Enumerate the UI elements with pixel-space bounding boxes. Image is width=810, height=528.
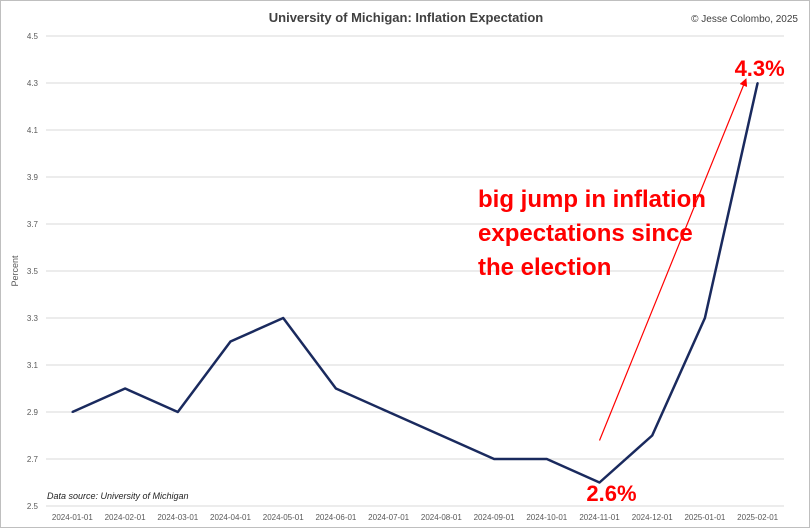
data-point	[651, 434, 654, 437]
x-tick-label: 2024-01-01	[52, 513, 93, 522]
data-point	[756, 82, 759, 84]
series-line	[71, 82, 759, 484]
y-tick-label: 3.1	[27, 361, 39, 370]
callout-text-line: the election	[478, 254, 611, 281]
y-tick-label: 4.1	[27, 126, 39, 135]
data-point	[229, 340, 232, 343]
x-tick-label: 2024-07-01	[368, 513, 409, 522]
x-tick-label: 2024-08-01	[421, 513, 462, 522]
x-tick-label: 2024-06-01	[315, 513, 356, 522]
x-tick-label: 2025-02-01	[737, 513, 778, 522]
x-tick-label: 2024-10-01	[526, 513, 567, 522]
y-tick-label: 3.9	[27, 173, 39, 182]
low-value-label: 2.6%	[586, 481, 636, 506]
data-point	[282, 317, 285, 319]
x-tick-label: 2024-11-01	[579, 513, 620, 522]
x-tick-label: 2024-03-01	[157, 513, 198, 522]
y-tick-label: 3.5	[27, 267, 39, 276]
high-value-label: 4.3%	[735, 56, 785, 81]
x-tick-labels: 2024-01-01 2024-02-01 2024-03-01 2024-04-01…	[52, 513, 779, 522]
x-tick-label: 2025-01-01	[684, 513, 725, 522]
data-point	[703, 317, 706, 319]
chart-title: University of Michigan: Inflation Expect…	[269, 10, 544, 25]
y-tick-label: 3.3	[27, 314, 39, 323]
data-source-label: Data source: University of Michigan	[47, 491, 189, 501]
x-tick-label: 2024-09-01	[474, 513, 515, 522]
data-point	[334, 387, 337, 390]
y-tick-labels: 2.5 2.7 2.9 3.1 3.3 3.5 3.7 3.9 4.1 4.3 4.5	[27, 32, 39, 511]
data-point	[440, 434, 443, 437]
data-point	[493, 458, 496, 460]
data-point	[545, 458, 548, 460]
callout-text-line: expectations since	[478, 220, 693, 247]
callout-text-line: big jump in inflation	[478, 186, 706, 213]
y-tick-label: 2.9	[27, 408, 39, 417]
data-point	[598, 481, 601, 484]
x-tick-label: 2024-04-01	[210, 513, 251, 522]
y-tick-label: 2.7	[27, 455, 39, 464]
y-tick-label: 4.5	[27, 32, 39, 41]
grid-lines	[46, 35, 784, 507]
x-tick-label: 2024-02-01	[105, 513, 146, 522]
copyright-label: © Jesse Colombo, 2025	[691, 14, 798, 25]
data-point	[71, 411, 74, 413]
y-tick-label: 2.5	[27, 502, 39, 511]
y-tick-label: 3.7	[27, 220, 39, 229]
y-tick-label: 4.3	[27, 79, 39, 88]
data-point	[176, 411, 179, 413]
annotation-layer: 2.6% 4.3% big jump in inflation expectation…	[478, 56, 785, 506]
x-tick-label: 2024-05-01	[263, 513, 304, 522]
series-layer	[71, 82, 759, 484]
annotation-arrow	[598, 78, 748, 441]
data-point	[124, 387, 127, 390]
x-tick-label: 2024-12-01	[632, 513, 673, 522]
y-axis-label: Percent	[10, 255, 20, 287]
data-point	[387, 411, 390, 413]
